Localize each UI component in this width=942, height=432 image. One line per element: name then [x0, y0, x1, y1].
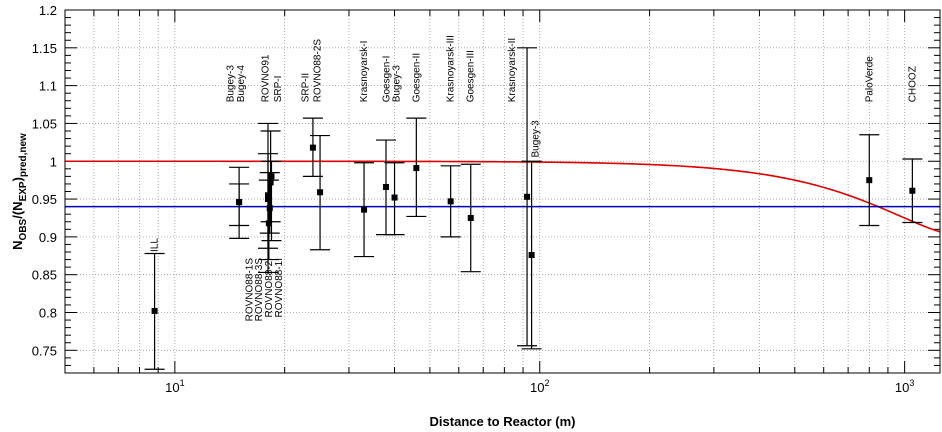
y-tick-label: 0.9 [39, 230, 57, 245]
data-marker [264, 192, 271, 199]
x-tick-label: 102 [530, 378, 549, 395]
experiment-label: CHOOZ [907, 66, 918, 102]
data-marker [268, 173, 275, 180]
x-axis-title: Distance to Reactor (m) [430, 414, 576, 429]
experiment-label-below: ROVNO88-2I [264, 258, 275, 317]
data-marker [528, 252, 535, 259]
data-marker [382, 183, 389, 190]
experiment-label: Goesgen-I [381, 56, 392, 103]
grid [64, 9, 940, 373]
y-tick-label: 1.1 [39, 79, 57, 94]
y-tick-label: 1 [50, 154, 57, 169]
experiment-label: Krasnoyarsk-I [359, 41, 370, 103]
data-marker [447, 198, 454, 205]
experiment-label-below: ROVNO88-3S [254, 258, 265, 322]
y-tick-labels: 0.75 0.8 0.85 0.9 0.95 1 1.05 1.1 1.15 1.2 [32, 3, 57, 358]
y-axis-title-base-sub: OBS [18, 218, 29, 240]
data-point [902, 158, 923, 224]
experiment-label-below: ROVNO88-1S [244, 258, 255, 322]
experiment-label: Krasnoyarsk-II [507, 38, 518, 102]
data-point [229, 166, 250, 239]
y-axis-title-end: ) [10, 177, 25, 181]
y-axis-title-end-sub: pred,new [18, 133, 29, 177]
data-point [440, 165, 461, 238]
data-marker [467, 214, 474, 221]
data-marker [361, 206, 368, 213]
data-marker [236, 199, 243, 206]
data-marker [909, 187, 916, 194]
experiment-label: ROVNO91 [260, 54, 271, 102]
experiment-label-below: ROVNO88-1I [274, 258, 285, 317]
minor-ticks [64, 9, 940, 374]
data-marker [866, 177, 873, 184]
data-point [521, 160, 542, 350]
experiment-label: SRP-II [301, 73, 312, 102]
experiment-label: Bugey-3 [225, 65, 236, 103]
x-tick-labels: 101 102 103 [165, 378, 914, 395]
data-point [354, 162, 375, 258]
y-axis-title-middle-sub: EXP [18, 181, 29, 201]
y-tick-label: 1.2 [39, 3, 57, 18]
data-point [375, 139, 396, 236]
data-marker [266, 205, 273, 212]
y-tick-label: 0.85 [32, 268, 57, 283]
data-point [406, 117, 427, 218]
data-marker [151, 307, 158, 314]
data-marker [267, 179, 274, 186]
y-axis-title-middle: /(N [10, 201, 25, 218]
data-point [384, 162, 405, 236]
data-point [257, 153, 278, 274]
y-axis-title-base: N [10, 240, 25, 249]
data-points [144, 47, 923, 370]
experiment-label: Goesgen-III [466, 50, 477, 102]
y-tick-label: 0.8 [39, 306, 57, 321]
y-tick-label: 0.95 [32, 192, 57, 207]
y-tick-label: 1.05 [32, 116, 57, 131]
data-point [261, 160, 282, 242]
experiment-label: Krasnoyarsk-III [446, 35, 457, 102]
experiment-label: ILL [150, 238, 161, 252]
data-point [517, 47, 538, 347]
x-tick-label: 103 [895, 378, 914, 395]
model-lines [65, 160, 941, 233]
experiment-label: ROVNO88-2S [313, 39, 324, 103]
data-marker [265, 220, 272, 227]
y-axis-title: NOBS/(NEXP)pred,new [10, 133, 29, 250]
experiment-label: PaloVerde [864, 56, 875, 103]
experiment-label: Goesgen-II [412, 53, 423, 102]
plot-frame [64, 9, 941, 374]
data-marker [413, 165, 420, 172]
data-point [859, 134, 880, 227]
data-marker [524, 193, 531, 200]
experiment-label: Bugey-4 [236, 65, 247, 103]
data-marker [309, 144, 316, 151]
x-tick-label: 101 [165, 378, 184, 395]
data-marker [391, 194, 398, 201]
data-point [460, 163, 481, 273]
experiment-label: Bugey-3 [531, 120, 542, 158]
y-tick-label: 1.15 [32, 41, 57, 56]
data-point [144, 252, 165, 370]
data-point [310, 134, 331, 251]
experiment-label: Bugey-3 [392, 65, 403, 103]
model-line [65, 160, 941, 233]
data-marker [317, 189, 324, 196]
experiment-label: SRP-I [273, 76, 284, 103]
y-tick-label: 0.75 [32, 343, 57, 358]
